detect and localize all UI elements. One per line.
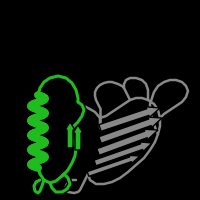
FancyArrow shape — [99, 107, 160, 131]
FancyArrow shape — [94, 142, 152, 166]
FancyArrow shape — [65, 122, 75, 148]
FancyArrow shape — [87, 155, 140, 176]
FancyArrow shape — [73, 125, 83, 150]
FancyArrow shape — [97, 129, 158, 155]
FancyArrow shape — [99, 117, 162, 143]
